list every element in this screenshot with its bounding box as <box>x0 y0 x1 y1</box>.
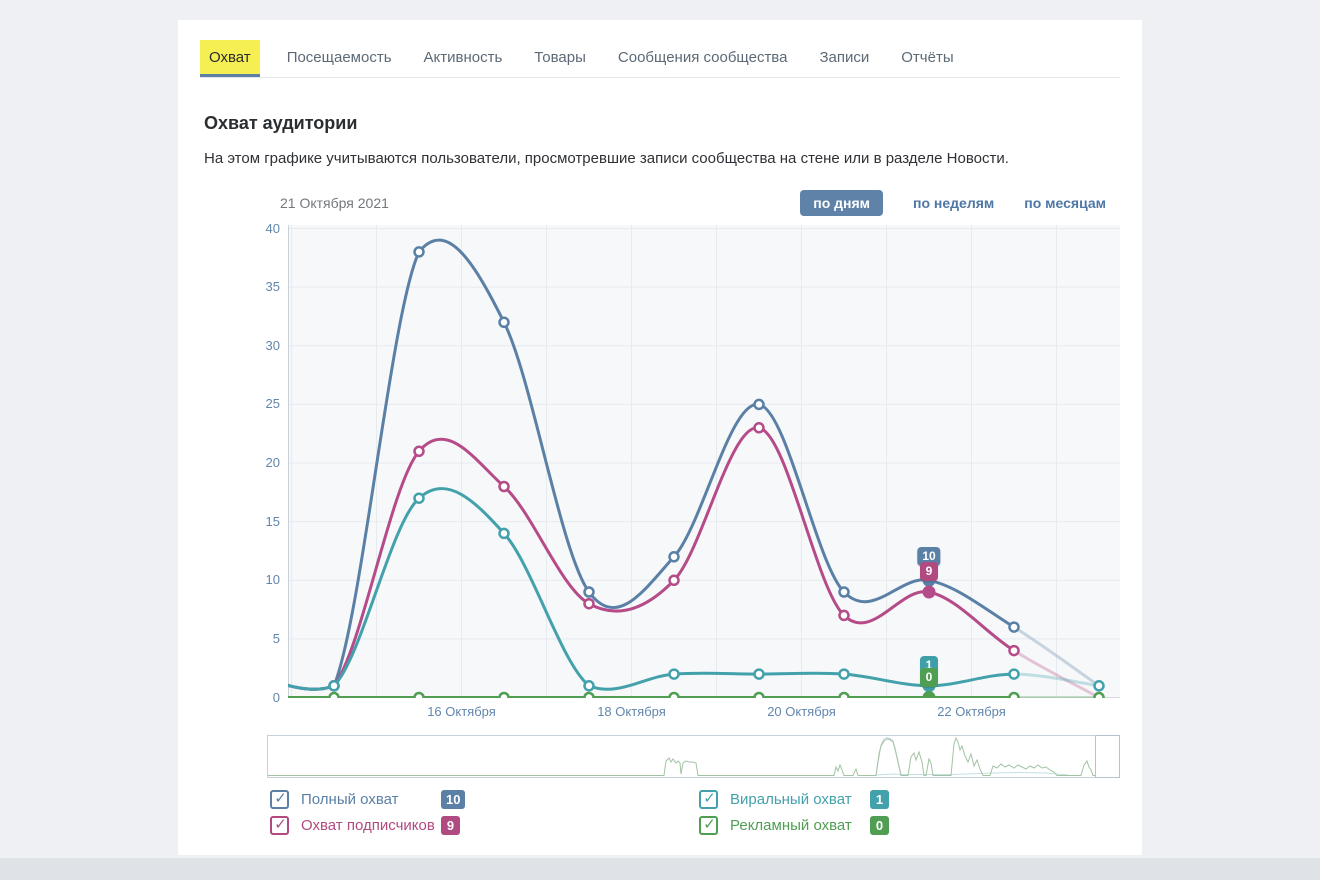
y-tick-label: 35 <box>265 279 280 295</box>
legend-label: Полный охват <box>301 791 399 808</box>
mode-button-by-days[interactable]: по дням <box>800 190 884 216</box>
checkbox-full-reach-checked[interactable]: ✓ <box>270 790 289 809</box>
mode-button-by-weeks[interactable]: по неделям <box>913 195 995 211</box>
reach-chart-plot[interactable] <box>288 225 1120 698</box>
period-mode-switcher: по дням по неделям по месяцам <box>770 190 1106 216</box>
y-tick-label: 5 <box>272 630 280 646</box>
y-tick-label: 20 <box>265 455 280 470</box>
legend-value-badge: 0 <box>870 816 889 835</box>
stats-tabs: Охват Посещаемость Активность Товары Сообщен… <box>200 40 1120 78</box>
hover-tooltip-ad-reach: 0 <box>920 667 938 687</box>
checkmark-icon: ✓ <box>703 815 716 833</box>
page-title: Охват аудитории <box>204 113 358 133</box>
stats-card: Охват Посещаемость Активность Товары Сообщен… <box>178 20 1142 855</box>
checkbox-viral-reach-checked[interactable]: ✓ <box>699 790 718 809</box>
page-bottom-strip <box>0 858 1320 880</box>
checkbox-subscribers-reach-checked[interactable]: ✓ <box>270 816 289 835</box>
hover-tooltip-full-reach: 10 <box>917 547 941 567</box>
checkbox-ad-reach-checked[interactable]: ✓ <box>699 816 718 835</box>
legend-item-viral-reach[interactable]: ✓ Виральный охват 1 <box>699 789 889 810</box>
x-tick-label: 16 Октября <box>427 704 496 719</box>
y-tick-label: 30 <box>265 337 280 353</box>
tab-reports[interactable]: Отчёты <box>901 49 954 66</box>
legend-column-left: ✓ Полный охват 10 ✓ Охват подписчиков 9 <box>270 789 466 841</box>
y-tick-label: 0 <box>272 689 280 705</box>
series-ad-reach <box>288 691 1105 698</box>
legend-label: Охват подписчиков <box>301 817 435 834</box>
legend-item-subscribers-reach[interactable]: ✓ Охват подписчиков 9 <box>270 815 465 836</box>
y-tick-label: 25 <box>265 396 280 412</box>
legend-label: Рекламный охват <box>730 817 852 834</box>
tab-activity[interactable]: Активность <box>423 49 503 66</box>
legend-value-badge: 1 <box>870 790 889 809</box>
chart-range-minimap[interactable] <box>267 735 1120 778</box>
checkmark-icon: ✓ <box>274 815 287 833</box>
tab-goods[interactable]: Товары <box>534 49 586 66</box>
range-slider-handle[interactable] <box>1095 735 1120 778</box>
y-tick-label: 40 <box>265 220 280 236</box>
tab-community-messages[interactable]: Сообщения сообщества <box>617 49 788 66</box>
x-axis-labels: 16 Октября 18 Октября 20 Октября 22 Октября <box>288 704 1120 722</box>
x-tick-label: 20 Октября <box>767 704 836 719</box>
legend-item-ad-reach[interactable]: ✓ Рекламный охват 0 <box>699 815 889 836</box>
y-tick-label: 15 <box>265 513 280 529</box>
tab-reach[interactable]: Охват <box>200 40 260 77</box>
hovered-date-label: 21 Октября 2021 <box>280 195 389 211</box>
checkmark-icon: ✓ <box>274 789 287 807</box>
page-description: На этом графике учитываются пользователи… <box>204 150 1009 167</box>
series-subscribers-reach <box>288 422 1101 698</box>
legend-column-right: ✓ Виральный охват 1 ✓ Рекламный охват 0 <box>699 789 889 841</box>
legend-label: Виральный охват <box>730 791 852 808</box>
x-tick-label: 22 Октября <box>937 704 1006 719</box>
y-axis-labels: 0 5 10 15 20 25 30 35 40 <box>236 221 280 705</box>
series-viral-reach <box>288 487 1105 693</box>
legend-item-full-reach[interactable]: ✓ Полный охват 10 <box>270 789 466 810</box>
mode-button-by-months[interactable]: по месяцам <box>1024 195 1106 211</box>
y-tick-label: 10 <box>265 572 280 588</box>
checkmark-icon: ✓ <box>703 789 716 807</box>
tab-visits[interactable]: Посещаемость <box>286 49 392 66</box>
legend-value-badge: 10 <box>441 790 466 809</box>
tab-posts[interactable]: Записи <box>819 49 870 66</box>
x-tick-label: 18 Октября <box>597 704 666 719</box>
legend-value-badge: 9 <box>441 816 460 835</box>
hover-tooltip-subscribers-reach: 9 <box>920 561 938 581</box>
